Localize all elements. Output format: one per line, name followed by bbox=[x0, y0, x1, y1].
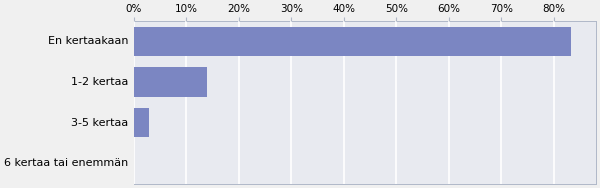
Bar bbox=[134, 67, 207, 97]
Bar bbox=[134, 27, 571, 56]
Bar bbox=[134, 108, 149, 137]
